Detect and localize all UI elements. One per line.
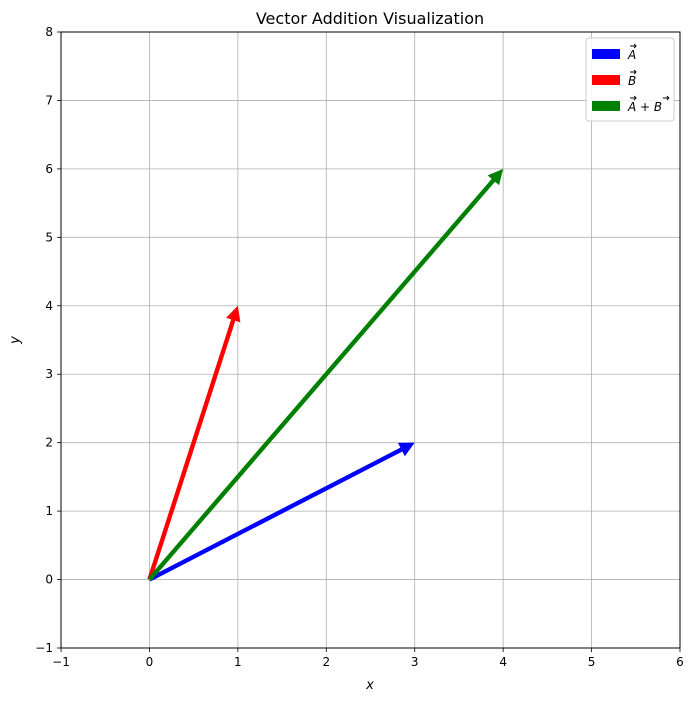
x-tick-label: 4 (499, 655, 507, 669)
y-tick-label: 8 (45, 25, 53, 39)
plot-frame (60, 31, 681, 649)
y-tick-label: 2 (45, 436, 53, 450)
y-tick-label: 5 (45, 230, 53, 244)
legend-swatch (592, 49, 620, 59)
x-tick-label: 0 (146, 655, 154, 669)
x-tick-label: 1 (234, 655, 242, 669)
chart-title: Vector Addition Visualization (256, 9, 484, 28)
vector-arrow-accent (630, 95, 637, 101)
ticks: −1 0 1 2 3 4 5 6 −1 0 1 2 3 4 5 6 7 8 (35, 25, 684, 669)
x-axis-label: x (365, 678, 374, 693)
legend-label: B (628, 74, 636, 88)
y-tick-label: 3 (45, 367, 53, 381)
vector-arrow-accent (662, 95, 670, 101)
y-tick-label: 1 (45, 504, 53, 518)
x-tick-label: 3 (411, 655, 419, 669)
y-tick-label: 4 (45, 299, 53, 313)
vectors (147, 168, 504, 582)
vector-arrow-a-b (147, 168, 504, 581)
legend-swatch (592, 75, 620, 85)
vector-arrow-accent (630, 43, 637, 49)
y-tick-label: 7 (45, 93, 53, 107)
y-tick-label: 6 (45, 162, 53, 176)
legend-label: A (627, 48, 636, 62)
vector-arrow-accent (630, 69, 637, 75)
legend: AB A + B (585, 37, 675, 122)
x-tick-label: −1 (52, 655, 70, 669)
vector-arrow-b (147, 305, 241, 581)
x-tick-label: 5 (588, 655, 596, 669)
y-tick-label: −1 (35, 641, 53, 655)
y-tick-label: 0 (45, 573, 53, 587)
vector-arrow-a (148, 442, 415, 582)
y-axis-label: y (8, 336, 23, 345)
legend-label: A + B (627, 100, 662, 114)
legend-swatch (592, 101, 620, 111)
x-tick-label: 6 (676, 655, 684, 669)
x-tick-label: 2 (322, 655, 330, 669)
grid (60, 31, 681, 649)
